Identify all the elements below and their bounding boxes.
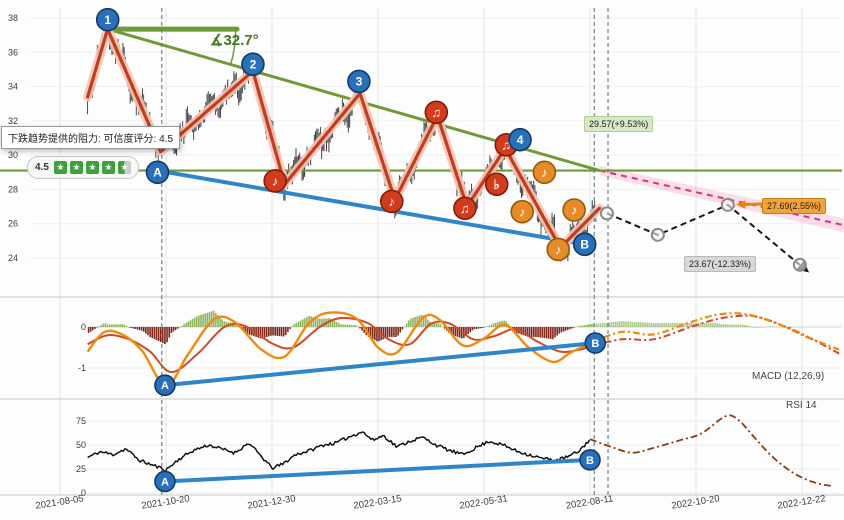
divergence-note-red-icon[interactable]: ♫ (424, 100, 449, 125)
svg-text:30: 30 (8, 150, 18, 160)
svg-text:2022-03-15: 2022-03-15 (353, 493, 403, 511)
svg-text:2022-05-31: 2022-05-31 (459, 493, 509, 511)
divergence-note-orange-icon[interactable]: ♪ (562, 198, 586, 222)
svg-text:26: 26 (8, 219, 18, 229)
svg-text:A: A (153, 166, 162, 180)
svg-text:2021-08-05: 2021-08-05 (35, 493, 85, 511)
svg-text:0: 0 (81, 322, 86, 332)
price-marker-B[interactable]: B (572, 232, 597, 257)
rsi-indicator-label: RSI 14 (786, 400, 817, 411)
svg-text:2021-10-20: 2021-10-20 (141, 493, 191, 511)
price-marker-4[interactable]: 4 (508, 127, 532, 152)
svg-text:A: A (161, 380, 169, 392)
svg-text:B: B (580, 238, 589, 252)
svg-text:♫: ♫ (501, 138, 511, 153)
divergence-note-red-icon[interactable]: ♫ (453, 196, 477, 221)
svg-text:2022-12-22: 2022-12-22 (777, 493, 827, 511)
divergence-note-orange-icon[interactable]: ♪ (546, 237, 571, 262)
svg-text:♪: ♪ (389, 194, 396, 209)
svg-text:24: 24 (8, 253, 18, 263)
rating-star-half-icon[interactable]: ★ (117, 161, 131, 174)
svg-text:4: 4 (517, 133, 524, 147)
indicator-lines (86, 311, 840, 488)
divergence-note-orange-icon[interactable]: ♪ (532, 160, 557, 185)
rsi-marker-B[interactable]: B (579, 449, 601, 471)
svg-text:2021-12-30: 2021-12-30 (247, 493, 297, 511)
svg-text:B: B (586, 455, 594, 467)
rsi-marker-A[interactable]: A (154, 470, 176, 493)
svg-text:2: 2 (250, 58, 257, 72)
confidence-score: 4.5 (35, 162, 49, 173)
svg-text:38: 38 (8, 13, 18, 23)
divergence-note-red-icon[interactable]: ♪ (263, 169, 287, 193)
macd-histogram (87, 310, 793, 345)
svg-text:♭: ♭ (494, 177, 500, 192)
rating-star-icon[interactable]: ★ (101, 161, 115, 174)
markers[interactable]: ♪ ♪ ♫ ♫ ♭ ♫ ♪ ♪ ♪ ♪ 1 2 3 4 A B A B A B (95, 7, 607, 493)
svg-text:0: 0 (81, 488, 86, 498)
trend-angle-label: ∡32.7° (210, 32, 259, 49)
svg-text:♪: ♪ (571, 203, 578, 218)
svg-text:1: 1 (104, 13, 111, 27)
svg-text:25: 25 (76, 464, 86, 474)
divergence-note-red-icon[interactable]: ♭ (484, 172, 509, 197)
date-cursor-lines (161, 8, 609, 495)
confidence-toolbar[interactable]: 4.5 ★ ★ ★ ★ ★ (27, 156, 139, 179)
rating-star-icon[interactable]: ★ (53, 161, 67, 174)
price-marker-A[interactable]: A (145, 160, 170, 185)
svg-text:♪: ♪ (555, 242, 562, 257)
svg-text:♪: ♪ (519, 204, 526, 219)
svg-text:B: B (591, 338, 599, 350)
svg-text:♪: ♪ (272, 174, 279, 189)
svg-text:3: 3 (356, 75, 363, 89)
trend-resistance-tooltip: 下跌趋势提供的阻力: 可信度评分: 4.5 (1, 126, 181, 149)
divergence-note-red-icon[interactable]: ♪ (379, 189, 404, 214)
macd-marker-B[interactable]: B (584, 332, 607, 354)
grid (0, 8, 844, 496)
rating-star-icon[interactable]: ★ (85, 161, 99, 174)
target-down-label: 23.67(-12.33%) (684, 256, 757, 272)
svg-text:A: A (161, 476, 169, 488)
price-marker-3[interactable]: 3 (347, 69, 371, 94)
target-mid-label: 27.69(2.55%) (762, 198, 827, 214)
svg-text:♪: ♪ (541, 165, 548, 180)
divergence-note-orange-icon[interactable]: ♪ (510, 199, 534, 224)
forecast-path (599, 197, 810, 273)
svg-text:2022-10-20: 2022-10-20 (671, 493, 721, 511)
target-up-label: 29.57(+9.53%) (584, 116, 654, 132)
svg-text:75: 75 (76, 416, 86, 426)
svg-text:♫: ♫ (460, 201, 470, 216)
svg-text:34: 34 (8, 82, 18, 92)
svg-text:2022-08-11: 2022-08-11 (565, 493, 614, 511)
macd-marker-A[interactable]: A (154, 374, 176, 397)
svg-text:28: 28 (8, 184, 18, 194)
macd-indicator-label: MACD (12,26,9) (752, 371, 825, 382)
svg-text:50: 50 (76, 440, 86, 450)
svg-text:36: 36 (8, 47, 18, 57)
svg-text:-1: -1 (78, 363, 86, 373)
rating-star-icon[interactable]: ★ (69, 161, 83, 174)
svg-text:32: 32 (8, 116, 18, 126)
price-marker-2[interactable]: 2 (241, 52, 265, 77)
price-marker-1[interactable]: 1 (95, 7, 120, 32)
svg-text:♫: ♫ (431, 105, 441, 120)
